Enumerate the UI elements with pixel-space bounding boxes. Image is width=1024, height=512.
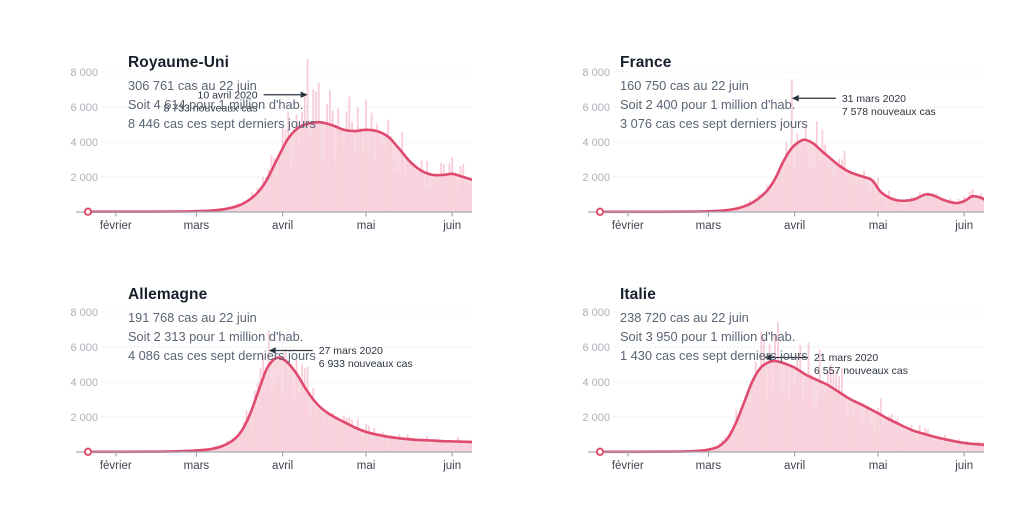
chart-header: Allemagne 191 768 cas au 22 juin Soit 2 … (128, 286, 316, 365)
svg-text:8 000: 8 000 (70, 307, 98, 319)
svg-text:février: février (100, 220, 132, 232)
svg-text:4 000: 4 000 (70, 137, 98, 149)
svg-text:juin: juin (442, 220, 461, 232)
chart-canvas-italie: 2 000 4 000 6 000 8 000 février mars avril mai j… (580, 305, 984, 472)
svg-text:8 000: 8 000 (582, 67, 610, 79)
chart-panel-italie: Italie 238 720 cas au 22 juin Soit 3 950… (552, 272, 984, 496)
svg-text:février: février (612, 460, 644, 472)
svg-text:février: février (100, 460, 132, 472)
stat-per-million: Soit 3 950 pour 1 million d'hab. (620, 329, 796, 344)
svg-text:juin: juin (442, 460, 461, 472)
svg-text:4 000: 4 000 (582, 377, 610, 389)
svg-text:6 000: 6 000 (70, 342, 98, 354)
svg-text:6 000: 6 000 (70, 102, 98, 114)
svg-text:avril: avril (784, 460, 805, 472)
svg-text:mai: mai (357, 220, 376, 232)
stat-per-million: Soit 2 400 pour 1 million d'hab. (620, 97, 796, 112)
svg-text:4 000: 4 000 (582, 137, 610, 149)
svg-text:avril: avril (784, 220, 805, 232)
svg-text:mars: mars (696, 460, 722, 472)
stat-total-cases: 238 720 cas au 22 juin (620, 310, 749, 325)
stat-last-seven-days: 8 446 cas ces sept derniers jours (128, 116, 316, 131)
stat-last-seven-days: 3 076 cas ces sept derniers jours (620, 116, 808, 131)
chart-panel-royaume-uni: Royaume-Uni 306 761 cas au 22 juin Soit … (40, 16, 472, 240)
chart-header: France 160 750 cas au 22 juin Soit 2 400… (620, 54, 808, 133)
stat-total-cases: 306 761 cas au 22 juin (128, 78, 257, 93)
svg-text:mars: mars (184, 460, 210, 472)
svg-text:8 000: 8 000 (70, 67, 98, 79)
stat-per-million: Soit 4 614 pour 1 million d'hab. (128, 97, 304, 112)
chart-panel-france: France 160 750 cas au 22 juin Soit 2 400… (552, 16, 984, 240)
chart-title: Allemagne (128, 286, 208, 303)
chart-panel-allemagne: Allemagne 191 768 cas au 22 juin Soit 2 … (40, 272, 472, 496)
chart-canvas-allemagne: 2 000 4 000 6 000 8 000 février mars avril mai j… (68, 305, 472, 472)
svg-text:mai: mai (869, 460, 888, 472)
chart-title: Italie (620, 286, 656, 303)
svg-text:mars: mars (184, 220, 210, 232)
svg-text:2 000: 2 000 (70, 172, 98, 184)
svg-text:31 mars 2020: 31 mars 2020 (842, 93, 906, 105)
svg-text:février: février (612, 220, 644, 232)
stat-total-cases: 191 768 cas au 22 juin (128, 310, 257, 325)
chart-title: Royaume-Uni (128, 54, 230, 71)
svg-text:mai: mai (357, 460, 376, 472)
svg-text:avril: avril (272, 460, 293, 472)
svg-text:4 000: 4 000 (70, 377, 98, 389)
chart-header: Royaume-Uni 306 761 cas au 22 juin Soit … (128, 54, 316, 133)
svg-text:2 000: 2 000 (582, 172, 610, 184)
svg-text:mai: mai (869, 220, 888, 232)
chart-canvas-france: 2 000 4 000 6 000 8 000 février mars avril mai j… (580, 65, 984, 232)
svg-text:6 557 nouveaux cas: 6 557 nouveaux cas (814, 365, 908, 377)
svg-text:juin: juin (954, 220, 973, 232)
chart-title: France (620, 54, 672, 71)
svg-text:avril: avril (272, 220, 293, 232)
stat-last-seven-days: 1 430 cas ces sept derniers jours (620, 348, 808, 363)
svg-text:6 000: 6 000 (582, 102, 610, 114)
svg-text:2 000: 2 000 (582, 412, 610, 424)
svg-text:8 733 nouveaux cas: 8 733 nouveaux cas (164, 102, 258, 114)
stat-last-seven-days: 4 086 cas ces sept derniers jours (128, 348, 316, 363)
svg-text:27 mars 2020: 27 mars 2020 (319, 345, 383, 357)
svg-text:mars: mars (696, 220, 722, 232)
svg-text:7 578 nouveaux cas: 7 578 nouveaux cas (842, 106, 936, 118)
svg-text:21 mars 2020: 21 mars 2020 (814, 352, 878, 364)
svg-text:10 avril 2020: 10 avril 2020 (197, 89, 257, 101)
stat-per-million: Soit 2 313 pour 1 million d'hab. (128, 329, 304, 344)
svg-text:2 000: 2 000 (70, 412, 98, 424)
stat-total-cases: 160 750 cas au 22 juin (620, 78, 749, 93)
chart-canvas-royaume-uni: 2 000 4 000 6 000 8 000 février mars avril mai j… (68, 59, 472, 232)
svg-text:juin: juin (954, 460, 973, 472)
chart-header: Italie 238 720 cas au 22 juin Soit 3 950… (620, 286, 808, 365)
svg-text:6 933 nouveaux cas: 6 933 nouveaux cas (319, 358, 413, 370)
svg-text:8 000: 8 000 (582, 307, 610, 319)
svg-text:6 000: 6 000 (582, 342, 610, 354)
